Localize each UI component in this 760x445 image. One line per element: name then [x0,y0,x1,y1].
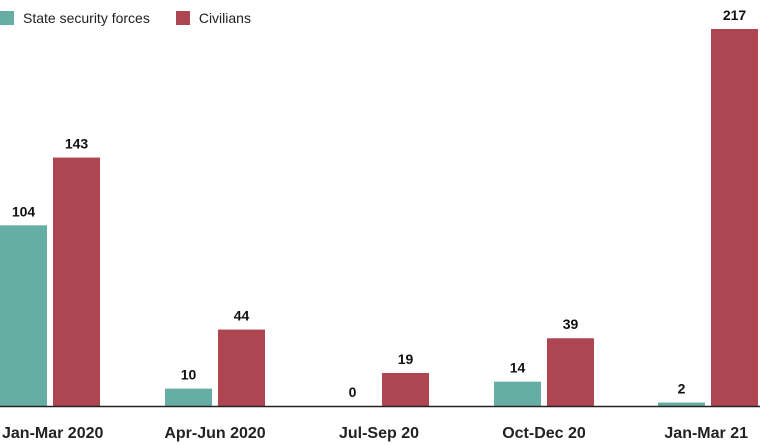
data-label-civilians-jul-sep-20: 19 [398,351,414,367]
bar-state-security-forces-jan-mar-2020 [0,225,47,406]
category-label-jan-mar-21: Jan-Mar 21 [664,425,748,442]
category-label-apr-jun-2020: Apr-Jun 2020 [164,425,265,442]
legend-swatch-state-security-forces [0,11,14,25]
data-label-state-security-forces-jan-mar-21: 2 [678,381,686,397]
bar-state-security-forces-jan-mar-21 [658,402,705,406]
bar-state-security-forces-apr-jun-2020 [165,388,212,406]
data-label-civilians-apr-jun-2020: 44 [234,308,250,324]
category-label-oct-dec-20: Oct-Dec 20 [502,425,586,442]
data-label-civilians-oct-dec-20: 39 [563,316,579,332]
bar-state-security-forces-oct-dec-20 [494,381,541,406]
data-label-state-security-forces-apr-jun-2020: 10 [181,367,197,383]
data-label-state-security-forces-oct-dec-20: 14 [510,360,526,376]
legend: State security forces Civilians [0,10,277,26]
bar-civilians-oct-dec-20 [547,338,594,406]
legend-item-civilians: Civilians [175,10,251,26]
legend-item-state-security-forces: State security forces [0,10,150,26]
data-label-civilians-jan-mar-21: 217 [723,7,747,23]
legend-label-state-security-forces: State security forces [23,10,150,26]
bar-civilians-jan-mar-21 [711,29,758,406]
category-label-jan-mar-2020: Jan-Mar 2020 [2,425,103,442]
legend-swatch-civilians [175,11,190,25]
data-label-civilians-jan-mar-2020: 143 [65,136,89,152]
bar-civilians-apr-jun-2020 [218,329,265,406]
data-label-state-security-forces-jan-mar-2020: 104 [12,203,36,219]
category-label-jul-sep-20: Jul-Sep 20 [339,425,419,442]
bar-civilians-jul-sep-20 [382,372,429,406]
data-label-state-security-forces-jul-sep-20: 0 [349,384,357,400]
bar-civilians-jan-mar-2020 [53,157,100,406]
legend-label-civilians: Civilians [198,10,251,26]
